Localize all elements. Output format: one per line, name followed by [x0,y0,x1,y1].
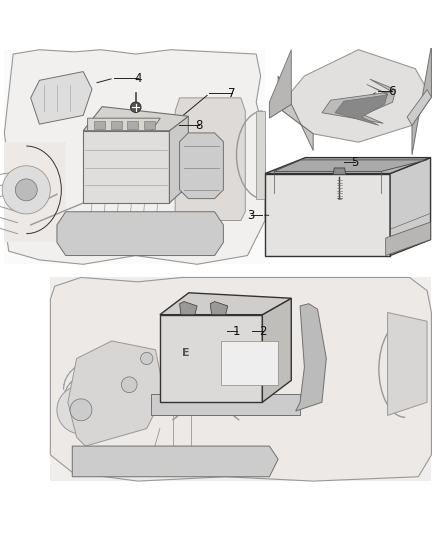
Polygon shape [144,121,155,129]
Polygon shape [50,278,431,481]
Polygon shape [94,121,105,129]
Text: 2: 2 [259,325,267,338]
Polygon shape [160,314,262,402]
Polygon shape [221,341,278,385]
Polygon shape [83,107,188,131]
Text: 3: 3 [247,209,254,222]
Polygon shape [335,84,388,125]
Circle shape [15,179,37,201]
Polygon shape [269,92,291,118]
Polygon shape [265,158,431,174]
Polygon shape [68,341,164,446]
Circle shape [70,399,92,421]
Polygon shape [151,393,300,415]
Polygon shape [390,158,431,255]
Polygon shape [296,304,326,411]
Polygon shape [269,50,291,118]
Polygon shape [72,446,278,477]
Polygon shape [412,45,431,155]
Circle shape [121,377,137,393]
Text: 5: 5 [351,156,358,169]
Polygon shape [31,71,92,124]
Polygon shape [278,76,313,150]
Polygon shape [407,90,431,125]
Polygon shape [4,142,66,243]
Polygon shape [4,50,265,264]
Polygon shape [274,160,427,172]
Text: 7: 7 [228,87,236,100]
Polygon shape [127,121,138,129]
Polygon shape [256,111,265,199]
Text: 1: 1 [233,325,240,338]
Polygon shape [57,212,223,255]
Polygon shape [262,298,291,402]
Polygon shape [386,222,431,255]
Polygon shape [265,174,390,255]
Text: 8: 8 [196,119,203,132]
Text: 6: 6 [388,85,396,98]
Polygon shape [180,133,223,199]
Polygon shape [210,302,228,314]
Polygon shape [180,302,197,314]
Polygon shape [4,50,265,264]
Polygon shape [333,168,346,174]
Polygon shape [278,50,431,142]
Text: 4: 4 [134,71,142,85]
Circle shape [2,166,50,214]
Polygon shape [388,312,427,415]
Circle shape [141,352,153,365]
Polygon shape [111,121,122,129]
Polygon shape [322,79,396,123]
Polygon shape [175,98,245,221]
Polygon shape [160,293,291,314]
Polygon shape [88,118,160,131]
Circle shape [57,386,105,434]
Circle shape [131,102,141,112]
Polygon shape [170,116,188,203]
Text: E: E [182,348,190,358]
Polygon shape [50,278,431,481]
Polygon shape [83,131,170,203]
